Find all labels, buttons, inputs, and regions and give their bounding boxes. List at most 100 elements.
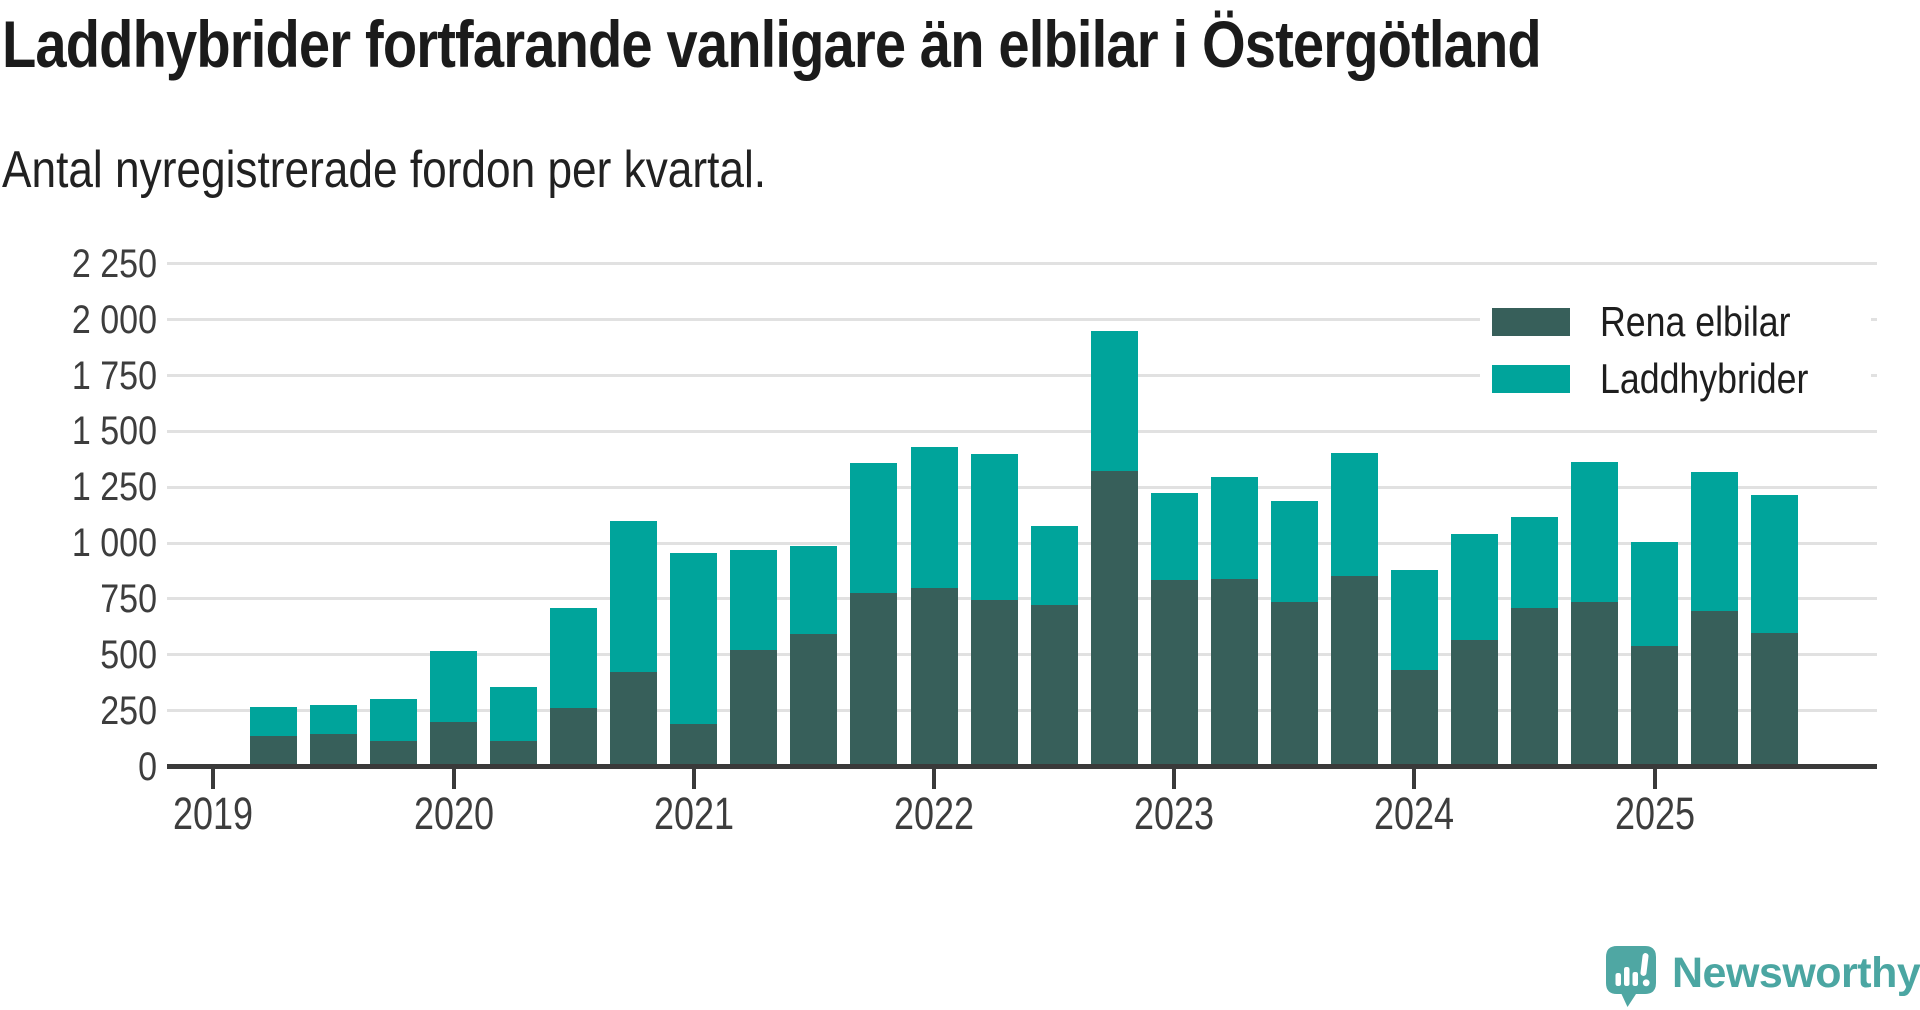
bar-2022-Q4-laddhybrider <box>1090 330 1138 471</box>
bar-2021-Q1-laddhybrider <box>670 553 718 725</box>
bar-2021-Q2-rena-elbilar <box>730 648 778 768</box>
x-tick-2023 <box>1172 769 1177 789</box>
chart-subtitle: Antal nyregistrerade fordon per kvartal. <box>2 141 767 199</box>
bar-2022-Q1-rena-elbilar <box>910 586 958 768</box>
bar-2019-Q2-laddhybrider <box>249 707 297 736</box>
x-tick-2021 <box>691 769 696 789</box>
bar-2021-Q3-rena-elbilar <box>790 632 838 768</box>
x-tick-label-2020: 2020 <box>413 788 494 839</box>
gridline-500 <box>167 653 1877 657</box>
x-tick-label-2019: 2019 <box>173 788 254 839</box>
bar-2024-Q3-laddhybrider <box>1511 517 1558 609</box>
x-tick-label-2022: 2022 <box>893 788 975 839</box>
bar-2020-Q2-laddhybrider <box>490 687 538 742</box>
bar-2020-Q4-rena-elbilar <box>610 670 658 768</box>
bar-2025-Q3-rena-elbilar <box>1751 631 1799 768</box>
legend-label-laddhybrider: Laddhybrider <box>1600 355 1809 402</box>
bar-2022-Q3-laddhybrider <box>1030 526 1078 605</box>
bar-2021-Q3-laddhybrider <box>790 546 838 634</box>
bar-2020-Q3-rena-elbilar <box>550 706 598 768</box>
bar-2024-Q2-rena-elbilar <box>1450 638 1498 768</box>
y-tick-label-500: 500 <box>100 632 157 677</box>
bar-2020-Q1-laddhybrider <box>430 651 478 723</box>
x-axis-line <box>167 764 1877 769</box>
x-tick-label-2025: 2025 <box>1614 788 1695 839</box>
bar-2024-Q1-laddhybrider <box>1390 569 1438 670</box>
bar-2023-Q1-laddhybrider <box>1150 492 1198 581</box>
bar-2025-Q3-laddhybrider <box>1751 495 1799 633</box>
bar-2023-Q4-rena-elbilar <box>1330 574 1378 768</box>
bar-2019-Q3-rena-elbilar <box>310 732 357 768</box>
bar-2024-Q1-rena-elbilar <box>1390 668 1438 768</box>
bar-2023-Q4-laddhybrider <box>1330 452 1378 576</box>
bar-2020-Q3-laddhybrider <box>550 607 598 708</box>
legend-item-rena-elbilar: Rena elbilar <box>1492 298 1845 345</box>
y-tick-label-0: 0 <box>138 744 157 789</box>
y-tick-label-250: 250 <box>100 688 157 733</box>
gridline-2000 <box>167 318 1877 322</box>
bar-2024-Q4-laddhybrider <box>1571 461 1619 602</box>
bar-2022-Q3-rena-elbilar <box>1030 603 1078 768</box>
bar-2020-Q1-rena-elbilar <box>430 720 478 768</box>
bar-2022-Q1-laddhybrider <box>910 447 958 589</box>
y-tick-label-2250: 2 250 <box>71 241 157 286</box>
legend-label-rena-elbilar: Rena elbilar <box>1600 298 1791 345</box>
bar-2022-Q2-laddhybrider <box>970 453 1018 601</box>
bar-2021-Q1-rena-elbilar <box>670 722 718 768</box>
y-tick-label-1500: 1 500 <box>71 409 157 454</box>
y-tick-label-1250: 1 250 <box>71 465 157 510</box>
bar-2021-Q4-laddhybrider <box>850 462 898 593</box>
x-tick-2025 <box>1652 769 1657 789</box>
y-tick-label-750: 750 <box>100 576 157 621</box>
chart-legend: Rena elbilar Laddhybrider <box>1480 296 1872 407</box>
bar-2021-Q4-rena-elbilar <box>850 591 898 768</box>
bar-2023-Q2-rena-elbilar <box>1210 577 1258 768</box>
newsworthy-logo: Newsworthy <box>1606 946 1920 1008</box>
bar-2019-Q4-laddhybrider <box>370 699 418 742</box>
y-tick-label-1000: 1 000 <box>71 521 157 566</box>
bar-2021-Q2-laddhybrider <box>730 549 778 650</box>
y-tick-label-2000: 2 000 <box>71 297 157 342</box>
bar-2025-Q1-laddhybrider <box>1631 542 1679 647</box>
x-tick-2024 <box>1412 769 1417 789</box>
bar-2025-Q2-laddhybrider <box>1691 471 1739 611</box>
bar-2022-Q2-rena-elbilar <box>970 598 1018 768</box>
x-tick-2020 <box>451 769 456 789</box>
bar-2019-Q4-rena-elbilar <box>370 739 418 768</box>
legend-swatch-rena-elbilar <box>1492 308 1570 336</box>
gridline-1250 <box>167 485 1877 489</box>
bar-2023-Q2-laddhybrider <box>1210 477 1258 580</box>
gridline-750 <box>167 597 1877 601</box>
bar-2023-Q3-rena-elbilar <box>1270 600 1318 768</box>
chart-title: Laddhybrider fortfarande vanligare än el… <box>2 7 1542 81</box>
gridline-250 <box>167 709 1877 713</box>
bar-2024-Q4-rena-elbilar <box>1571 600 1619 768</box>
bar-2023-Q3-laddhybrider <box>1270 500 1318 602</box>
gridline-1000 <box>167 541 1877 545</box>
x-tick-2022 <box>932 769 936 789</box>
legend-swatch-laddhybrider <box>1492 365 1570 393</box>
newsworthy-speech-bubble-icon <box>1606 946 1656 1007</box>
bar-2023-Q1-rena-elbilar <box>1150 578 1198 768</box>
gridline-2250 <box>167 262 1877 266</box>
x-tick-2019 <box>211 769 216 789</box>
bar-2022-Q4-rena-elbilar <box>1090 469 1138 768</box>
bar-2020-Q2-rena-elbilar <box>490 739 538 768</box>
brand-name: Newsworthy <box>1672 949 1920 997</box>
gridline-1750 <box>167 374 1877 378</box>
bar-2024-Q2-laddhybrider <box>1450 534 1498 640</box>
bar-2024-Q3-rena-elbilar <box>1511 606 1558 768</box>
bar-2019-Q2-rena-elbilar <box>249 734 297 768</box>
bar-2019-Q3-laddhybrider <box>310 705 357 735</box>
bar-2025-Q2-rena-elbilar <box>1691 609 1739 768</box>
x-tick-label-2021: 2021 <box>653 788 734 839</box>
y-tick-label-1750: 1 750 <box>71 353 157 398</box>
x-tick-label-2023: 2023 <box>1134 788 1215 839</box>
legend-item-laddhybrider: Laddhybrider <box>1492 355 1845 402</box>
x-tick-label-2024: 2024 <box>1374 788 1455 839</box>
bar-2025-Q1-rena-elbilar <box>1631 644 1679 768</box>
bar-2020-Q4-laddhybrider <box>610 520 658 672</box>
gridline-1500 <box>167 429 1877 433</box>
